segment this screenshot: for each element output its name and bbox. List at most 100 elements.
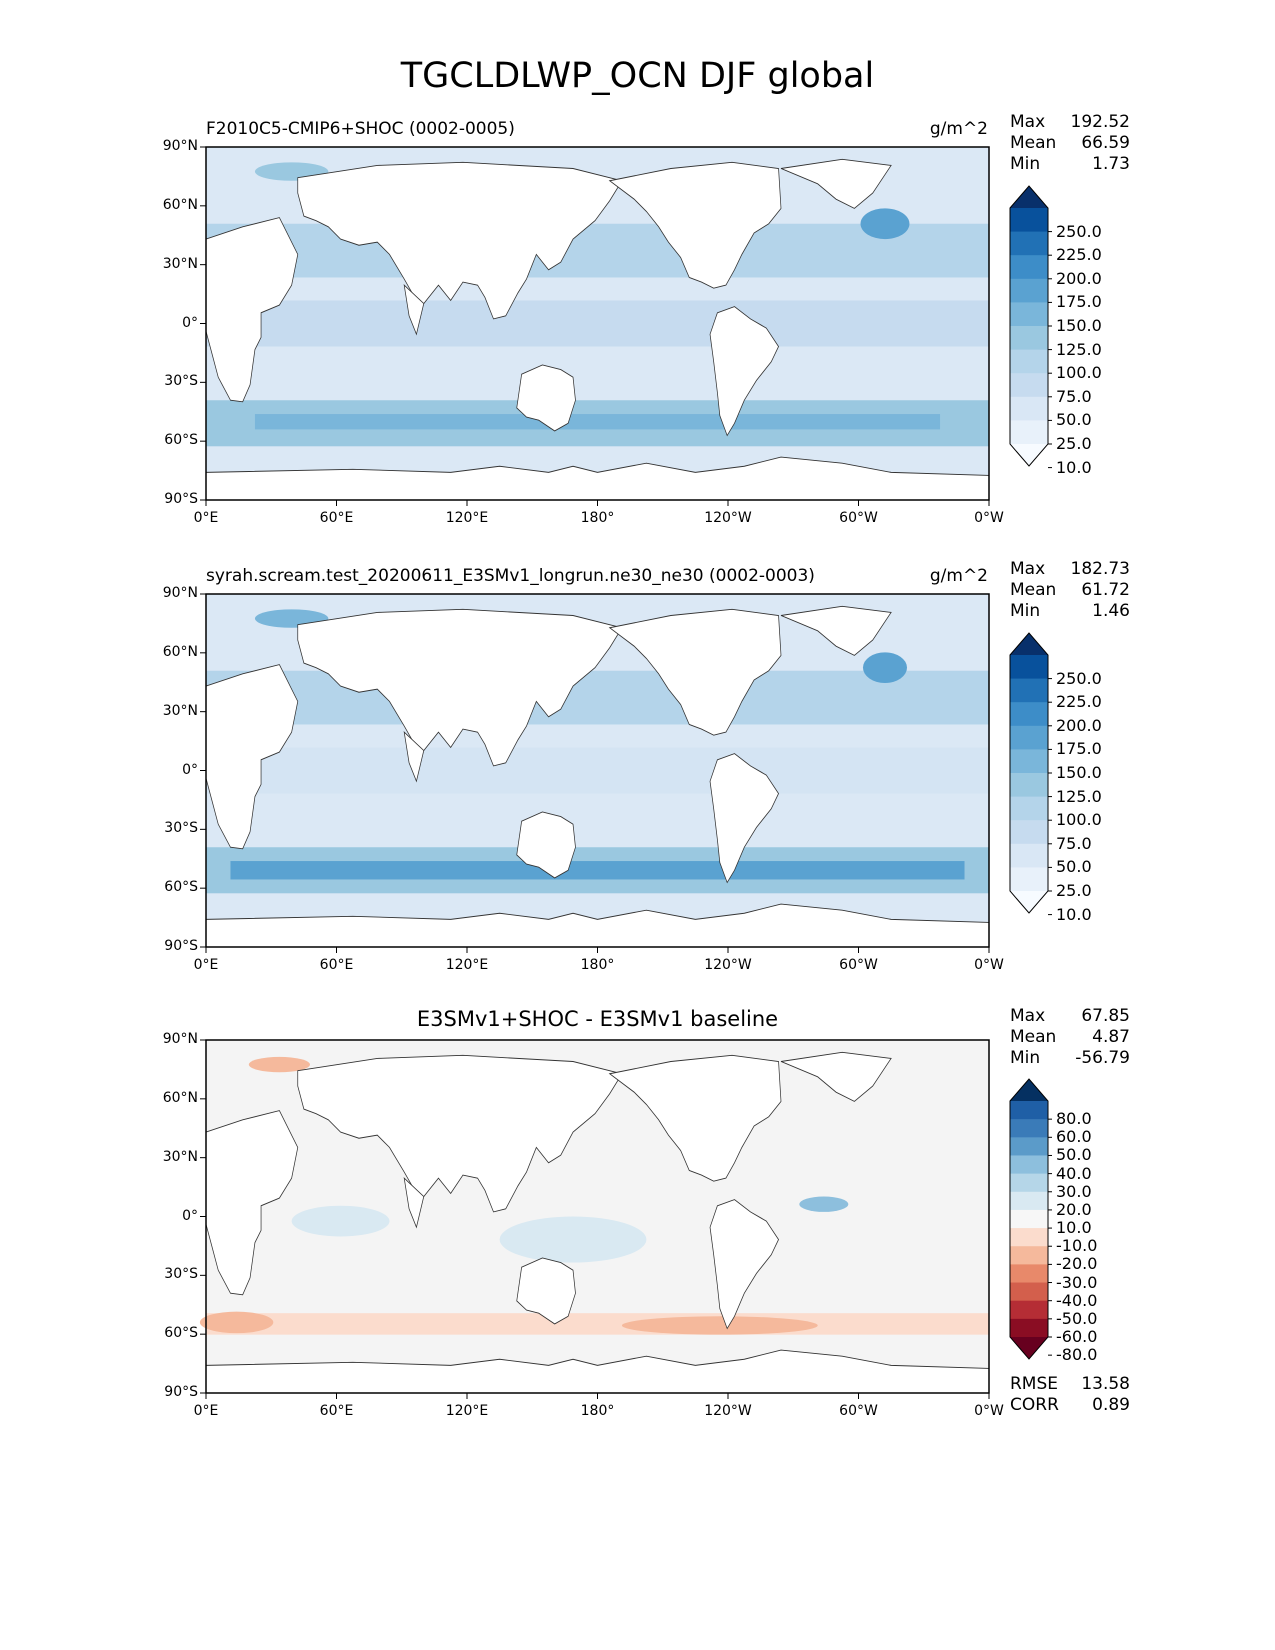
panel-2-min-value: 1.46	[1092, 601, 1130, 621]
panel-1-colorbar-label: 200.0	[1056, 268, 1102, 288]
panel-1-colorbar-label: 100.0	[1056, 363, 1102, 383]
panel-2-colorbar-label: 200.0	[1056, 715, 1102, 735]
panel-2-map	[205, 593, 990, 948]
panel-3-colorbar-segment	[1010, 1173, 1048, 1193]
panel-3-colorbar-segment	[1010, 1318, 1048, 1338]
panel-3-map	[199, 1039, 990, 1394]
panel-3-min-label: Min	[1010, 1048, 1041, 1068]
panel-3-colorbar-segment	[1010, 1191, 1048, 1211]
panel-3-colorbar	[1009, 1078, 1052, 1360]
panel-1-min-label: Min	[1010, 154, 1041, 174]
panel-3-title: E3SMv1+SHOC - E3SMv1 baseline	[416, 1007, 779, 1031]
panel-1-sh-jet	[254, 414, 941, 430]
panel-1-max-value: 192.52	[1070, 112, 1130, 132]
panel-1-colorbar-segment	[1010, 420, 1048, 445]
panel-1-colorbar-label: 225.0	[1056, 245, 1102, 265]
panel-2-colorbar-top-extend	[1010, 633, 1048, 655]
panel-2-colorbar-segment	[1010, 796, 1048, 821]
panel-3-max-label: Max	[1010, 1006, 1046, 1026]
panel-3-min-value: -56.79	[1075, 1048, 1130, 1068]
panel-2-tropic-band	[206, 747, 989, 794]
panel-1-x-tick-label: 60°E	[319, 510, 354, 526]
panel-3-colorbar-segment	[1010, 1155, 1048, 1175]
panel-3-neg-anomaly-c	[199, 1311, 274, 1334]
panel-3-colorbar-label: -30.0	[1056, 1272, 1098, 1292]
panel-1-y-tick-label: 90°N	[162, 138, 198, 154]
panel-1-colorbar-label: 25.0	[1056, 434, 1092, 453]
panel-2-colorbar-label: 10.0	[1056, 904, 1092, 924]
panel-1-colorbar-label: 75.0	[1056, 386, 1092, 406]
panel-2-colorbar-label: 75.0	[1056, 833, 1092, 853]
panel-1-tropic-band	[206, 300, 989, 347]
figure-title: TGCLDLWP_OCN DJF global	[400, 56, 875, 96]
panel-2-max-label: Max	[1010, 559, 1046, 579]
panel-1-y-tick-label: 60°S	[164, 432, 198, 449]
panel-2-colorbar-segment	[1010, 773, 1048, 798]
panel-3-neg-anomaly-a	[248, 1056, 310, 1073]
panel-2-colorbar-label: 100.0	[1056, 810, 1102, 830]
panel-2-x-tick-label: 0°W	[974, 957, 1004, 973]
panel-3-colorbar-segment	[1010, 1264, 1048, 1284]
panel-3-pos-anomaly-c	[499, 1216, 647, 1263]
panel-2-colorbar-segment	[1010, 843, 1048, 868]
panel-1-x-tick-label: 0°W	[974, 510, 1004, 526]
panel-1-colorbar-segment	[1010, 231, 1048, 256]
panel-2-colorbar-segment	[1010, 749, 1048, 774]
panel-1-colorbar-label: 150.0	[1056, 316, 1102, 335]
panel-3-colorbar-label: -20.0	[1056, 1254, 1098, 1274]
panel-3-colorbar-label: 50.0	[1056, 1145, 1092, 1165]
panel-2-units: g/m^2	[929, 566, 988, 586]
panel-2-colorbar-label: 225.0	[1056, 692, 1102, 712]
panel-3-corr-label: CORR	[1010, 1395, 1059, 1415]
panel-2-colorbar-segment	[1010, 702, 1048, 727]
panel-2-x-tick-label: 60°W	[839, 957, 878, 973]
panel-2-colorbar-segment	[1010, 678, 1048, 703]
panel-1-colorbar-segment	[1010, 302, 1048, 327]
panel-2-x-tick-label: 180°	[580, 957, 615, 973]
panel-1-colorbar-top-extend	[1010, 186, 1048, 208]
panel-1-map	[205, 146, 990, 501]
panel-1-colorbar-segment	[1010, 396, 1048, 421]
panel-2-gulf-stream	[862, 652, 908, 684]
panel-2-x-tick-label: 0°E	[193, 957, 219, 973]
panel-1-units: g/m^2	[929, 119, 988, 139]
panel-3-y-tick-label: 90°S	[164, 1384, 198, 1400]
panel-3-colorbar-bottom-extend	[1010, 1337, 1048, 1359]
panel-3-x-tick-label: 0°W	[974, 1403, 1004, 1419]
panel-3-x-tick-label: 60°W	[839, 1403, 878, 1419]
panel-3-colorbar-segment	[1010, 1209, 1048, 1229]
panel-3-colorbar-label: -40.0	[1056, 1290, 1098, 1310]
panel-2-title: syrah.scream.test_20200611_E3SMv1_longru…	[206, 566, 815, 586]
panel-3-neg-anomaly-d	[621, 1316, 818, 1335]
panel-3-mean-label: Mean	[1010, 1027, 1057, 1047]
panel-2-y-tick-label: 60°S	[164, 879, 198, 896]
panel-3-corr-value: 0.89	[1092, 1395, 1130, 1415]
panel-2-y-tick-label: 30°S	[164, 820, 198, 837]
panel-1-mean-label: Mean	[1010, 133, 1057, 153]
panel-1-x-tick-label: 60°W	[839, 510, 878, 526]
panel-2-colorbar-bottom-extend	[1010, 891, 1048, 913]
panel-2-max-value: 182.73	[1070, 559, 1130, 579]
panel-3-colorbar-segment	[1010, 1228, 1048, 1247]
panel-3-colorbar-segment	[1010, 1137, 1048, 1156]
panel-2-min-label: Min	[1010, 601, 1041, 621]
panel-1-max-label: Max	[1010, 112, 1046, 132]
panel-2-y-tick-label: 90°N	[162, 585, 198, 601]
panel-1-mean-value: 66.59	[1081, 133, 1130, 153]
panel-1-colorbar-bottom-extend	[1010, 444, 1048, 466]
panel-1-colorbar-label: 10.0	[1056, 457, 1092, 477]
panel-2-sh-jet	[230, 861, 965, 880]
panel-1-colorbar-label: 250.0	[1056, 221, 1102, 241]
panel-3-pos-anomaly-d	[799, 1196, 849, 1212]
panel-1-title: F2010C5-CMIP6+SHOC (0002-0005)	[206, 119, 515, 139]
panel-3-colorbar-top-extend	[1010, 1079, 1048, 1101]
panel-2-colorbar-label: 125.0	[1056, 786, 1102, 806]
panel-3-x-tick-label: 60°E	[319, 1403, 354, 1419]
panel-3-colorbar-segment	[1010, 1246, 1048, 1265]
panel-2-colorbar-segment	[1010, 867, 1048, 892]
panel-3-colorbar-label: -80.0	[1056, 1345, 1098, 1365]
panel-3-y-tick-label: 60°S	[164, 1325, 198, 1342]
panel-3-y-tick-label: 60°N	[162, 1089, 198, 1106]
panel-3-x-tick-label: 0°E	[193, 1403, 219, 1419]
